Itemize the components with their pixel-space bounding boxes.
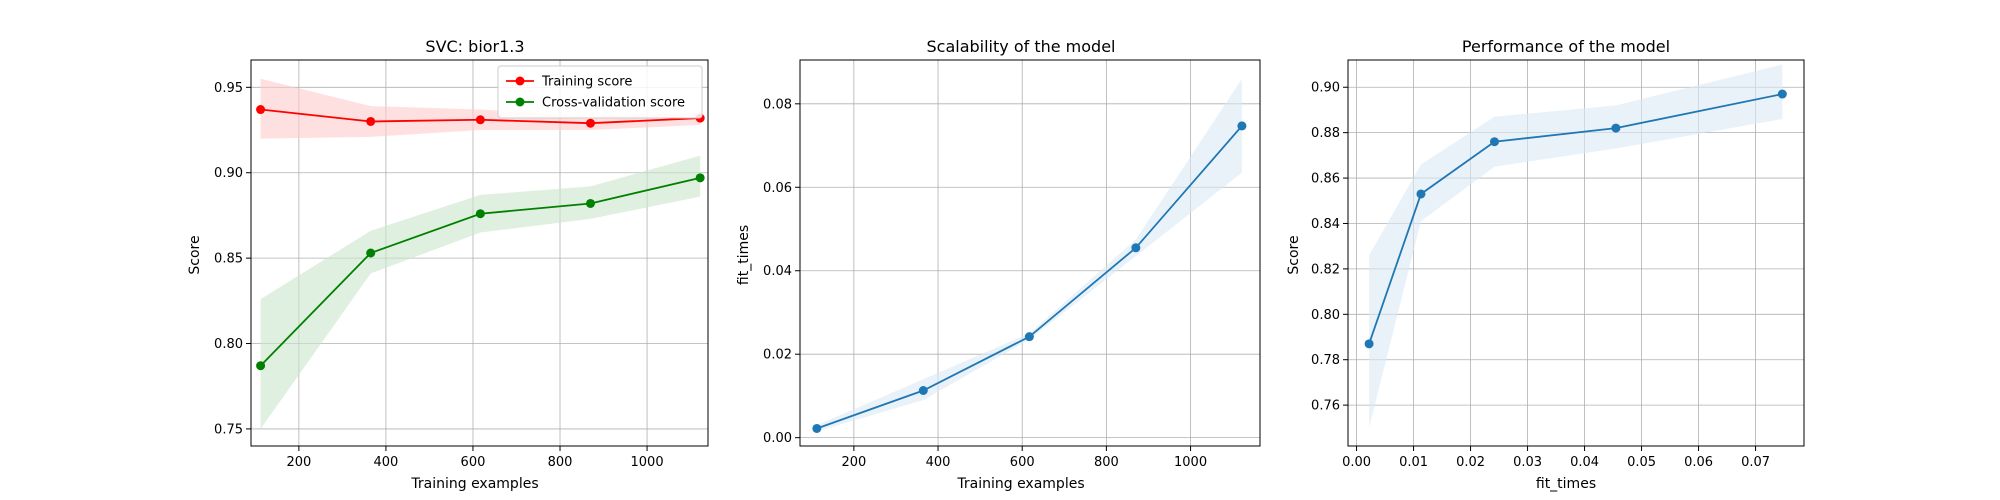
legend-box: [497, 65, 703, 119]
data-point: [1237, 121, 1247, 131]
data-point: [585, 118, 595, 128]
y-tick-label: 0.75: [214, 422, 243, 437]
x-tick-label: 0.04: [1570, 455, 1599, 470]
data-point: [256, 361, 266, 371]
confidence-band: [1369, 64, 1783, 428]
data-point: [1131, 243, 1141, 253]
performance-panel: 0.00 0.01 0.02 0.03 0.04 0.05 0.06 0.07 0.76 0.78…: [1286, 37, 1805, 492]
legend-swatch-marker: [515, 97, 525, 107]
y-tick-label: 0.04: [763, 264, 792, 279]
x-tick-label: 0.06: [1684, 455, 1713, 470]
y-tick-label: 0.88: [1311, 126, 1340, 141]
axes-frame: [799, 59, 1261, 447]
data-point: [256, 105, 266, 115]
data-point: [1777, 89, 1787, 99]
plot-area: 200 400 600 800 1000 0.75 0.80 0.85 0.90 0.95 Trai…: [214, 59, 709, 470]
x-axis-label: Training examples: [410, 476, 538, 492]
learning-curve-panel: 200 400 600 800 1000 0.75 0.80 0.85 0.90 0.95 Trai…: [187, 37, 709, 492]
x-tick-label: 0.00: [1342, 455, 1371, 470]
x-tick-label: 1000: [1174, 455, 1207, 470]
y-tick-label: 0.08: [763, 97, 792, 112]
x-tick-label: 800: [548, 455, 573, 470]
data-point: [695, 173, 705, 183]
x-tick-label: 0.01: [1399, 455, 1428, 470]
y-tick-label: 0.02: [763, 348, 792, 363]
data-point: [1024, 332, 1034, 342]
y-axis-label: Score: [187, 235, 203, 274]
x-tick-label: 400: [374, 455, 399, 470]
x-tick-label: 600: [461, 455, 486, 470]
legend-swatch-marker: [515, 76, 525, 86]
y-tick-label: 0.86: [1311, 172, 1340, 187]
x-tick-label: 800: [1094, 455, 1119, 470]
data-point: [918, 385, 928, 395]
y-tick-label: 0.85: [214, 252, 243, 267]
data-point: [1611, 123, 1621, 133]
plot-area: 200 400 600 800 1000 0.00 0.02 0.04 0.06 0.08: [763, 59, 1261, 470]
data-point: [1489, 137, 1499, 147]
legend: Training score Cross-validation score: [497, 65, 703, 119]
legend-label: Training score: [541, 75, 632, 90]
scalability-panel: 200 400 600 800 1000 0.00 0.02 0.04 0.06 0.08 Sca…: [736, 37, 1261, 492]
data-point: [475, 209, 485, 219]
axes-frame: [1347, 59, 1805, 447]
data-point: [585, 198, 595, 208]
y-tick-label: 0.80: [1311, 308, 1340, 323]
x-tick-label: 200: [841, 455, 866, 470]
data-point: [1416, 189, 1426, 199]
legend-label: Cross-validation score: [542, 96, 685, 111]
chart-title: Performance of the model: [1462, 37, 1670, 56]
y-axis-label: fit_times: [736, 225, 752, 285]
chart-title: Scalability of the model: [927, 37, 1116, 56]
data-point: [475, 115, 485, 125]
y-axis-label: Score: [1286, 235, 1302, 274]
y-tick-label: 0.90: [1311, 81, 1340, 96]
x-tick-label: 600: [1010, 455, 1035, 470]
chart-title: SVC: bior1.3: [425, 37, 524, 56]
x-tick-label: 200: [286, 455, 311, 470]
x-tick-label: 400: [926, 455, 951, 470]
y-tick-label: 0.95: [214, 81, 243, 96]
x-tick-label: 0.02: [1456, 455, 1485, 470]
x-tick-label: 1000: [631, 455, 664, 470]
x-tick-label: 0.05: [1627, 455, 1656, 470]
data-point: [366, 116, 376, 126]
data-point: [812, 423, 822, 433]
y-tick-label: 0.90: [214, 166, 243, 181]
axes-frame: [250, 59, 709, 447]
x-axis-label: fit_times: [1536, 476, 1596, 492]
data-point: [1364, 339, 1374, 349]
x-tick-label: 0.07: [1741, 455, 1770, 470]
x-axis-label: Training examples: [956, 476, 1084, 492]
y-tick-label: 0.00: [763, 431, 792, 446]
plot-area: 0.00 0.01 0.02 0.03 0.04 0.05 0.06 0.07 0.76 0.78…: [1311, 59, 1805, 470]
y-tick-label: 0.06: [763, 181, 792, 196]
y-tick-label: 0.76: [1311, 399, 1340, 414]
y-tick-label: 0.82: [1311, 262, 1340, 277]
y-tick-label: 0.84: [1311, 217, 1340, 232]
data-point: [366, 248, 376, 258]
y-tick-label: 0.80: [214, 337, 243, 352]
y-tick-label: 0.78: [1311, 353, 1340, 368]
x-tick-label: 0.03: [1513, 455, 1542, 470]
